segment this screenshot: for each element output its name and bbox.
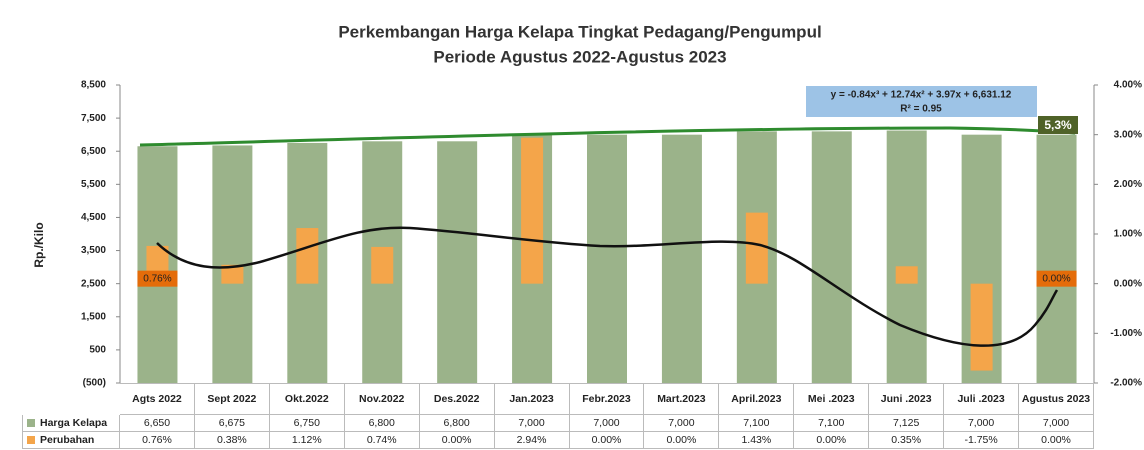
table-value: 7,000 [1019, 415, 1094, 432]
category-label: Sept 2022 [194, 383, 270, 415]
category-label: Agts 2022 [120, 383, 195, 415]
y-tick-label: 8,500 [81, 80, 106, 91]
y2-tick-label: 4.00% [1114, 80, 1142, 91]
table-value: 6,800 [344, 415, 420, 432]
table-value: 0.76% [120, 432, 195, 449]
y-tick-label: 6,500 [81, 146, 106, 157]
change-bar [221, 264, 244, 284]
r-squared: R² = 0.95 [900, 104, 942, 115]
table-value: 7,000 [644, 415, 720, 432]
change-bar [296, 228, 319, 284]
growth-box [1038, 116, 1078, 134]
table-value: 0.00% [644, 432, 720, 449]
legend-entry: Harga Kelapa [22, 415, 120, 432]
table-value: 1.12% [269, 432, 345, 449]
equation: y = -0.84x³ + 12.74x² + 3.97x + 6,631.12 [831, 90, 1012, 101]
chart-subtitle: Periode Agustus 2022-Agustus 2023 [433, 47, 726, 66]
growth-label: 5,3% [1044, 118, 1072, 132]
y-tick-label: (500) [83, 378, 106, 389]
data-label-box [1036, 270, 1077, 287]
category-label: Juni .2023 [869, 383, 945, 415]
y2-tick-label: 0.00% [1114, 278, 1142, 289]
legend-label: Perubahan [40, 434, 95, 446]
data-label-box [137, 270, 178, 287]
y2-tick-label: 1.00% [1114, 229, 1142, 240]
price-bar [587, 134, 627, 383]
price-bar [1036, 134, 1077, 383]
table-value: 1.43% [719, 432, 795, 449]
category-label: Des.2022 [419, 383, 495, 415]
table-value: 2.94% [494, 432, 570, 449]
price-bar [437, 141, 478, 383]
trend-curve [156, 226, 1059, 347]
change-bar [745, 212, 768, 284]
y-tick-label: 2,500 [81, 278, 106, 289]
category-label: Jan.2023 [494, 383, 570, 415]
y-axis-label: Rp./Kilo [32, 222, 46, 267]
table-value: 0.35% [869, 432, 945, 449]
change-bar [371, 246, 394, 284]
data-label: 0.76% [143, 273, 171, 284]
legend-label: Harga Kelapa [40, 417, 108, 429]
y-tick-label: 500 [89, 345, 106, 356]
data-label: 0.00% [1042, 273, 1070, 284]
legend-entry: Perubahan [22, 432, 120, 449]
category-label: Okt.2022 [269, 383, 345, 415]
table-value: -1.75% [944, 432, 1020, 449]
change-bar [895, 266, 918, 284]
y-tick-label: 3,500 [81, 245, 106, 256]
y2-tick-label: 2.00% [1114, 179, 1142, 190]
category-label: Nov.2022 [344, 383, 420, 415]
table-value: 6,750 [269, 415, 345, 432]
price-bar [886, 130, 927, 383]
table-value: 6,800 [419, 415, 495, 432]
category-label: Juli .2023 [944, 383, 1020, 415]
y-tick-label: 1,500 [81, 311, 106, 322]
category-label: Agustus 2023 [1019, 383, 1094, 415]
equation-box [806, 86, 1037, 117]
table-value: 6,675 [194, 415, 270, 432]
table-value: 7,000 [944, 415, 1020, 432]
trend-line [139, 126, 1076, 147]
y2-tick-label: 3.00% [1114, 129, 1142, 140]
table-value: 7,000 [569, 415, 645, 432]
table-value: 7,000 [494, 415, 570, 432]
y2-tick-label: -2.00% [1110, 378, 1142, 389]
y-tick-label: 7,500 [81, 113, 106, 124]
chart-title: Perkembangan Harga Kelapa Tingkat Pedaga… [338, 22, 821, 41]
price-bar [811, 131, 852, 383]
table-value: 0.00% [569, 432, 645, 449]
table-value: 0.00% [794, 432, 870, 449]
table-value: 6,650 [120, 415, 195, 432]
table-value: 0.74% [344, 432, 420, 449]
change-bar [970, 283, 993, 371]
y2-tick-label: -1.00% [1110, 328, 1142, 339]
category-label: April.2023 [719, 383, 795, 415]
category-label: Mei .2023 [794, 383, 870, 415]
change-bar [521, 137, 544, 284]
table-value: 0.00% [1019, 432, 1094, 449]
category-label: Febr.2023 [569, 383, 645, 415]
table-value: 7,100 [719, 415, 795, 432]
y-tick-label: 4,500 [81, 212, 106, 223]
price-bar [661, 134, 702, 383]
table-value: 7,125 [869, 415, 945, 432]
table-value: 0.38% [194, 432, 270, 449]
table-value: 7,100 [794, 415, 870, 432]
legend-swatch [27, 419, 35, 427]
legend-swatch [27, 436, 35, 444]
y-tick-label: 5,500 [81, 179, 106, 190]
table-value: 0.00% [419, 432, 495, 449]
category-label: Mart.2023 [644, 383, 720, 415]
plot: (500) 500 1,500 2,500 3,500 4,500 5,500 6,500 7,… [81, 80, 1142, 389]
